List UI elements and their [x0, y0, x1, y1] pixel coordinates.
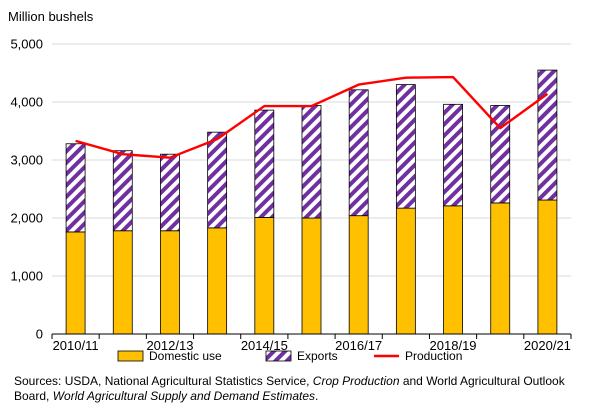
- bar-domestic-use: [348, 215, 369, 335]
- y-axis-title: Million bushels: [8, 9, 94, 24]
- bar-domestic-use: [112, 230, 133, 335]
- bar-domestic-use: [301, 217, 322, 335]
- sources-suffix: .: [315, 389, 319, 403]
- sources-middle: and World Agricultural Outlook Board,: [14, 374, 565, 403]
- y-tick-label: 2,000: [10, 211, 43, 226]
- wasde-title: World Agricultural Supply and Demand Est…: [52, 389, 316, 403]
- sources-prefix: Sources: USDA, National Agricultural Sta…: [14, 374, 313, 388]
- bar-exports: [65, 143, 86, 233]
- legend-swatch: [117, 350, 144, 362]
- bar-domestic-use: [254, 217, 275, 335]
- x-tick-label: 2020/21: [524, 338, 571, 353]
- bar-exports: [160, 153, 180, 232]
- bars: [65, 69, 558, 335]
- y-tick-label: 4,000: [10, 95, 43, 110]
- legend-label: Domestic use: [149, 349, 222, 363]
- y-tick-label: 1,000: [10, 269, 43, 284]
- y-tick-label: 3,000: [10, 153, 43, 168]
- crop-production-title: Crop Production: [312, 374, 400, 388]
- production-line: [75, 75, 549, 159]
- bar-exports: [537, 69, 558, 201]
- bar-exports: [490, 105, 511, 204]
- legend-swatch: [265, 350, 292, 362]
- bar-domestic-use: [65, 231, 86, 335]
- bar-exports: [348, 89, 369, 217]
- x-axis: [51, 333, 572, 339]
- legend-domestic-use: Domestic use: [117, 349, 222, 363]
- bar-domestic-use: [395, 207, 416, 335]
- legend-label: Production: [405, 349, 462, 363]
- x-tick-label: 2012/13: [146, 338, 193, 353]
- bar-exports: [301, 105, 322, 219]
- legend-production: Production: [374, 349, 462, 363]
- x-tick-label: 2016/17: [335, 338, 382, 353]
- stacked-bar-chart: Million bushels 0 1,000 2,000 3,000 4,000 5,0…: [8, 9, 572, 363]
- sources-note: Sources: USDA, National Agricultural Sta…: [14, 374, 584, 404]
- y-tick-label: 5,000: [10, 37, 43, 52]
- bar-domestic-use: [490, 202, 511, 335]
- bar-exports: [112, 150, 133, 232]
- x-tick-label: 2010/11: [53, 338, 99, 353]
- legend-exports: Exports: [265, 349, 338, 363]
- bar-exports: [207, 131, 228, 229]
- bar-domestic-use: [443, 205, 463, 335]
- bar-domestic-use: [160, 230, 180, 335]
- legend: Domestic use Exports Production: [117, 349, 462, 363]
- bar-exports: [395, 84, 416, 209]
- bar-domestic-use: [537, 199, 558, 335]
- bar-domestic-use: [207, 227, 228, 335]
- x-tick-label: 2018/19: [430, 338, 477, 353]
- y-tick-label: 0: [36, 327, 43, 342]
- x-tick-labels: 2010/11 2012/13 2014/15 2016/17 2018/19 2020/…: [53, 338, 571, 353]
- y-tick-labels: 0 1,000 2,000 3,000 4,000 5,000: [10, 37, 43, 342]
- bar-exports: [443, 103, 463, 207]
- bar-exports: [254, 109, 275, 218]
- x-tick-label: 2014/15: [241, 338, 288, 353]
- legend-label: Exports: [297, 349, 338, 363]
